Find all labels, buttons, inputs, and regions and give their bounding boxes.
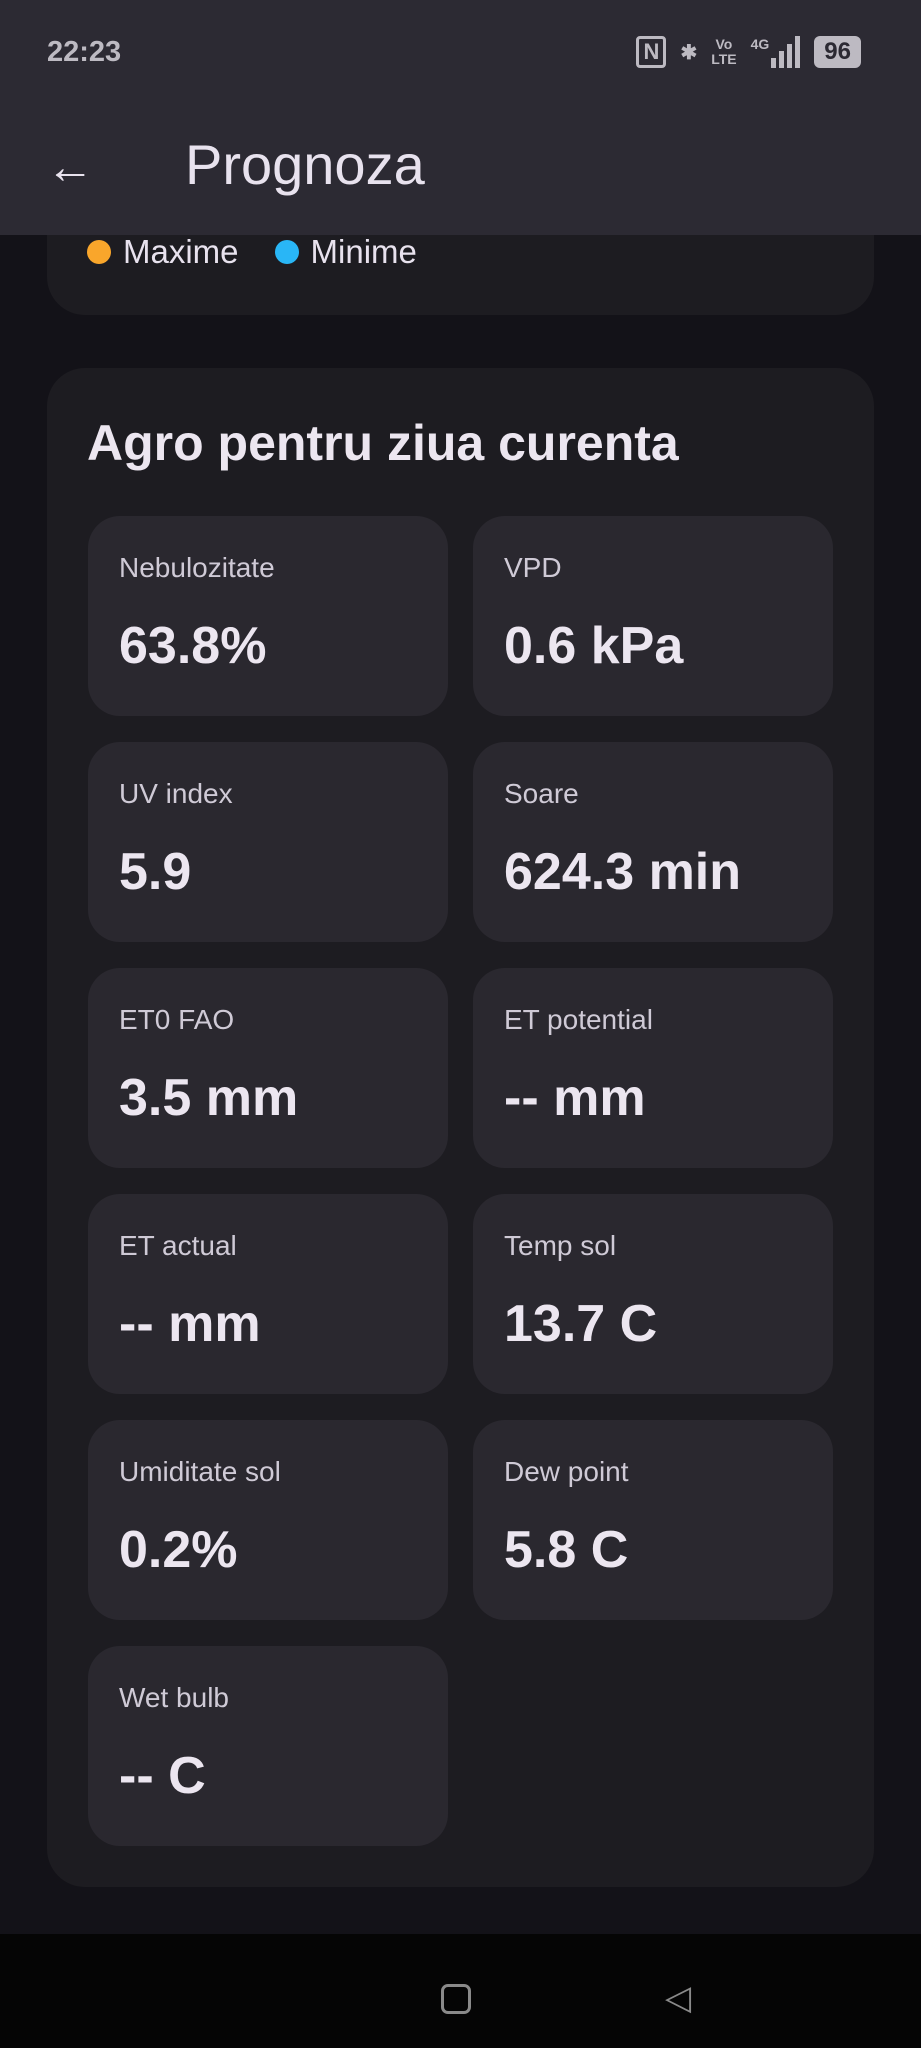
agro-tile: ET actual -- mm [88,1194,448,1394]
app-bar: ← Prognoza [0,110,921,235]
nfc-icon: N [636,36,667,68]
tile-label: Dew point [504,1456,629,1487]
agro-tile: ET potential -- mm [473,968,833,1168]
battery-icon: 96 [814,36,861,68]
tile-value: 3.5 mm [119,1069,299,1127]
home-button[interactable] [441,1984,471,2014]
tile-label: ET0 FAO [119,1004,235,1035]
tile-label: Wet bulb [119,1682,229,1713]
agro-tile: ET0 FAO 3.5 mm [88,968,448,1168]
tile-value: -- C [119,1747,206,1805]
agro-title: Agro pentru ziua curenta [87,415,679,471]
page-title: Prognoza [185,133,425,196]
tile-value: -- mm [504,1069,646,1127]
agro-tile: Umiditate sol 0.2% [88,1420,448,1620]
status-time: 22:23 [47,36,122,68]
agro-card: Agro pentru ziua curenta Nebulozitate 63.… [47,368,874,1887]
agro-tile: Nebulozitate 63.8% [88,516,448,716]
agro-tile: Temp sol 13.7 C [473,1194,833,1394]
agro-tile: Wet bulb -- C [88,1646,448,1846]
tile-value: 5.8 C [504,1521,629,1579]
tile-label: Temp sol [504,1230,617,1261]
back-nav-button[interactable]: ◁ [665,1979,692,2017]
legend-label-max: Maxime [123,233,239,270]
tile-value: -- mm [119,1295,261,1353]
tile-value: 5.9 [119,843,192,901]
tile-value: 0.6 kPa [504,617,684,675]
tile-label: Soare [504,778,579,809]
tile-value: 13.7 C [504,1295,658,1353]
legend-dot-min [274,240,299,264]
tile-label: ET potential [504,1004,653,1035]
legend-label-min: Minime [310,233,417,270]
legend-dot-max [87,240,111,264]
signal-icon: 4G [751,36,801,68]
agro-tile: VPD 0.6 kPa [473,516,833,716]
bluetooth-icon: ✱ [680,41,698,64]
tile-value: 0.2% [119,1521,238,1579]
agro-tile: Soare 624.3 min [473,742,833,942]
agro-tile: UV index 5.9 [88,742,448,942]
tile-label: ET actual [119,1230,237,1261]
tile-label: VPD [504,552,562,583]
tile-value: 63.8% [119,617,267,675]
chart-legend: Maxime Minime [87,233,417,271]
system-nav-bar: ◁ [0,1934,921,2048]
tile-label: UV index [119,778,233,809]
status-bar: 22:23 N ✱ Vo LTE 4G 96 [0,0,921,110]
tile-value: 624.3 min [504,843,742,901]
agro-tile: Dew point 5.8 C [473,1420,833,1620]
volte-icon: Vo LTE [711,36,737,67]
tile-label: Umiditate sol [119,1456,281,1487]
back-button[interactable]: ← [46,141,94,194]
tile-label: Nebulozitate [119,552,275,583]
